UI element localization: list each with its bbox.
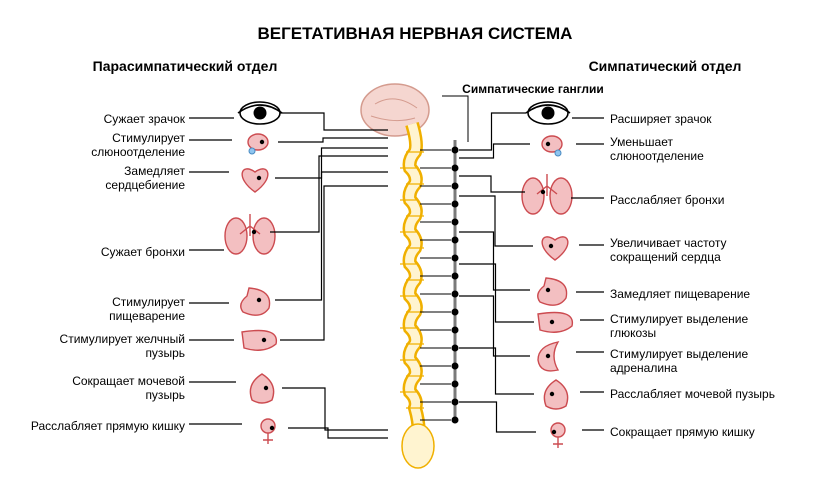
right-label-bronchi: Расслабляет бронхи [610,194,810,208]
heart-icon [542,237,568,260]
stomach-icon [538,278,567,305]
title-text: Симпатический отдел [555,58,775,74]
brain-icon [361,84,429,136]
bladder-icon [250,374,273,403]
heart-icon [242,169,268,192]
genital-icon [261,419,275,444]
eye-icon [238,102,282,124]
title-text: ВЕГЕТАТИВНАЯ НЕРВНАЯ СИСТЕМА [240,24,590,44]
right-label-bladder: Расслабляет мочевой пузырь [610,388,810,402]
gland-icon [542,136,562,156]
stomach-icon [241,288,270,315]
gland-icon [248,134,268,154]
diagram-canvas: ВЕГЕТАТИВНАЯ НЕРВНАЯ СИСТЕМА Парасимпатич… [0,0,830,502]
right-label-saliva: Уменьшает слюноотделение [610,136,810,164]
left-label-digest: Стимулирует пищеварение [15,296,185,324]
left-label-rectum: Расслабляет прямую кишку [15,420,185,434]
liver-icon [538,313,572,333]
title-text: Парасимпатический отдел [55,58,315,74]
left-label-heart: Замедляет сердцебиение [15,165,185,193]
bladder-icon [544,380,567,409]
lungs-icon [225,214,275,254]
liver-icon [242,331,276,351]
right-label-pupil: Расширяет зрачок [610,113,810,127]
right-label-adrenal: Стимулирует выделение адреналина [610,348,810,376]
kidney-icon [538,342,558,371]
left-label-gall: Стимулирует желчный пузырь [15,333,185,361]
right-label-heart: Увеличивает частоту сокращений сердца [610,237,810,265]
spinal-cord [410,124,419,452]
right-label-glucose: Стимулирует выделение глюкозы [610,313,810,341]
left-label-bladder: Сокращает мочевой пузырь [15,375,185,403]
right-label-rectum: Сокращает прямую кишку [610,426,810,440]
right-label-digest: Замедляет пищеварение [610,288,810,302]
left-label-bronchi: Сужает бронхи [15,246,185,260]
left-label-saliva: Стимулирует слюноотделение [15,132,185,160]
left-label-pupil: Сужает зрачок [15,113,185,127]
eye-icon [526,102,570,124]
genital-icon [551,423,565,448]
title-text: Симпатические ганглии [438,82,628,96]
lungs-icon [522,174,572,214]
